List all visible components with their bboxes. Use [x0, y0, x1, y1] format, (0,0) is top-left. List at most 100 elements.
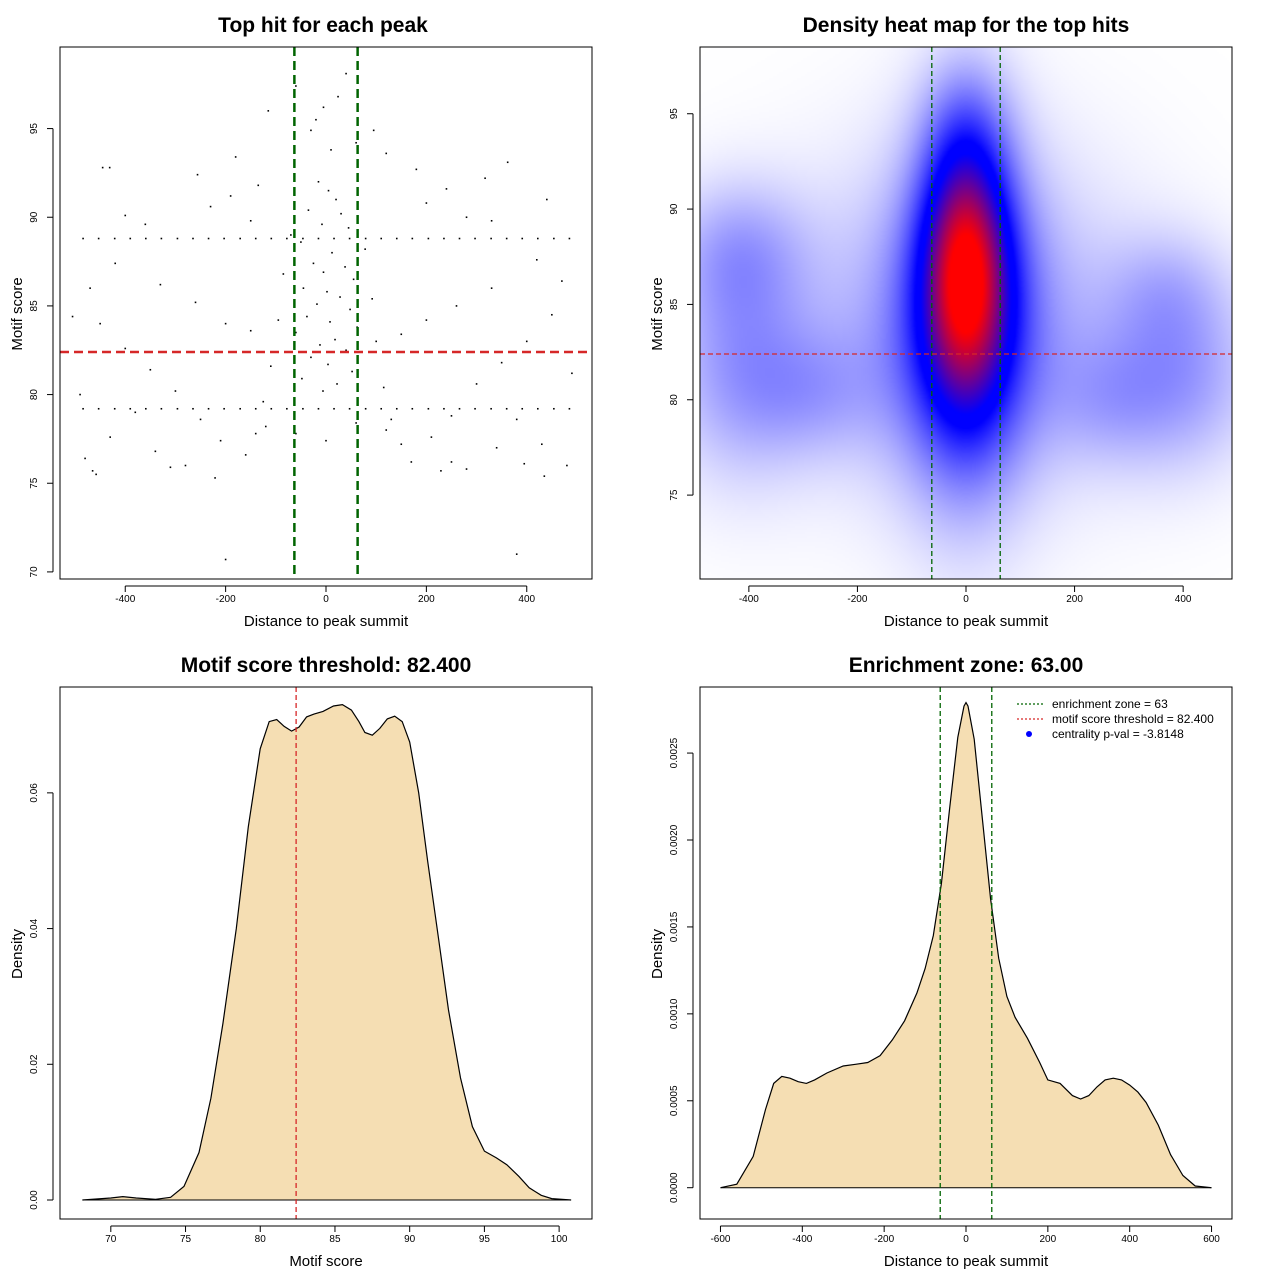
scatter-point [348, 407, 351, 410]
scatter-point [144, 223, 147, 226]
scatter-point [352, 278, 355, 281]
scatter-x-tick-label: 200 [418, 594, 435, 605]
scatter-point [506, 161, 509, 164]
scatter-point [336, 383, 338, 385]
scatter-point [400, 443, 403, 446]
scatter-point [450, 461, 453, 463]
scatter-point [546, 198, 548, 201]
scatter-point [523, 462, 526, 465]
scatter-point [571, 372, 573, 375]
scatter-point [395, 237, 398, 240]
heatmap-xlabel: Distance to peak summit [884, 613, 1049, 630]
scatter-point [176, 407, 179, 410]
scatter-point [347, 227, 350, 229]
scatter-point [333, 237, 335, 240]
scatter-point [553, 237, 555, 240]
scatter-point [337, 95, 339, 98]
scatter-point [71, 315, 74, 318]
scatter-point [184, 464, 187, 467]
scatter-y-tick-label: 70 [29, 566, 40, 578]
scatter-point [455, 305, 458, 307]
scatter-point [330, 149, 332, 151]
heatmap-y-tick-label: 80 [669, 394, 680, 406]
distance-density-xlabel: Distance to peak summit [884, 1253, 1049, 1270]
score-density-x-tick-label: 80 [255, 1234, 267, 1245]
heatmap-x-tick-label: -200 [847, 594, 867, 605]
scatter-point [551, 313, 553, 316]
distance-density-x-tick-label: -400 [792, 1234, 812, 1245]
scatter-point [95, 473, 97, 476]
score-density-y-tick-label: 0.02 [29, 1054, 40, 1074]
scatter-xlabel: Distance to peak summit [244, 613, 409, 630]
scatter-point [450, 415, 453, 417]
scatter-point [315, 118, 317, 121]
scatter-point [465, 216, 468, 219]
scatter-point [214, 477, 216, 479]
distance-density-ylabel: Density [649, 928, 666, 979]
scatter-point [348, 237, 351, 240]
scatter-point [490, 287, 493, 289]
heatmap-x-tick-label: 200 [1066, 594, 1083, 605]
scatter-point [568, 237, 571, 240]
scatter-point [537, 237, 539, 240]
scatter-y-tick-label: 95 [29, 123, 40, 135]
scatter-point [310, 356, 312, 359]
scatter-point [262, 400, 265, 403]
scatter-title: Top hit for each peak [218, 14, 428, 37]
scatter-point [159, 283, 162, 286]
scatter-point [537, 407, 539, 410]
scatter-point [82, 407, 84, 410]
scatter-point [124, 214, 127, 217]
scatter-point [302, 407, 304, 410]
scatter-point [282, 273, 285, 275]
scatter-point [145, 407, 147, 410]
distance-density-plot-frame [699, 686, 1233, 1220]
scatter-point [97, 237, 100, 240]
scatter-point [160, 237, 163, 240]
scatter-point [515, 553, 518, 555]
scatter-point [219, 439, 222, 442]
scatter-point [239, 407, 241, 410]
scatter-point [335, 198, 337, 201]
scatter-point [400, 333, 403, 336]
scatter-point [553, 407, 555, 410]
scatter-x-tick-label: 0 [323, 594, 329, 605]
scatter-point [269, 365, 272, 367]
score-density-area [82, 704, 572, 1200]
scatter-point [109, 436, 111, 438]
scatter-point [317, 237, 320, 240]
scatter-point [223, 237, 225, 240]
scatter-point [174, 390, 177, 392]
scatter-point [300, 241, 302, 243]
scatter-point [411, 407, 414, 410]
legend-label-centrality: centrality p-val = -3.8148 [1052, 727, 1184, 741]
scatter-point [322, 106, 325, 109]
scatter-point [339, 296, 341, 298]
scatter-point [385, 429, 388, 431]
heatmap-y-tick-label: 75 [669, 489, 680, 501]
score-density-y-tick-label: 0.04 [29, 918, 40, 938]
scatter-point [329, 321, 331, 323]
score-density-x-tick-label: 85 [329, 1234, 341, 1245]
scatter-point [277, 319, 280, 321]
scatter-point [319, 344, 321, 346]
distance-density-title: Enrichment zone: 63.00 [849, 654, 1084, 677]
heatmap-ylabel: Motif score [649, 277, 666, 350]
scatter-point [326, 290, 328, 293]
scatter-point [317, 180, 320, 183]
scatter-point [302, 237, 304, 240]
scatter-point [440, 470, 442, 472]
scatter-point [490, 407, 492, 410]
scatter-point [270, 407, 273, 410]
score-density-x-tick-label: 95 [479, 1234, 491, 1245]
scatter-point [430, 436, 433, 438]
scatter-point [89, 287, 91, 289]
scatter-point [254, 407, 257, 410]
scatter-point [371, 298, 373, 300]
score-density-y-tick-label: 0.00 [29, 1190, 40, 1210]
scatter-point [543, 475, 546, 477]
scatter-point [209, 205, 212, 208]
scatter-point [568, 407, 571, 410]
scatter-point [310, 129, 312, 132]
scatter-point [521, 237, 524, 240]
